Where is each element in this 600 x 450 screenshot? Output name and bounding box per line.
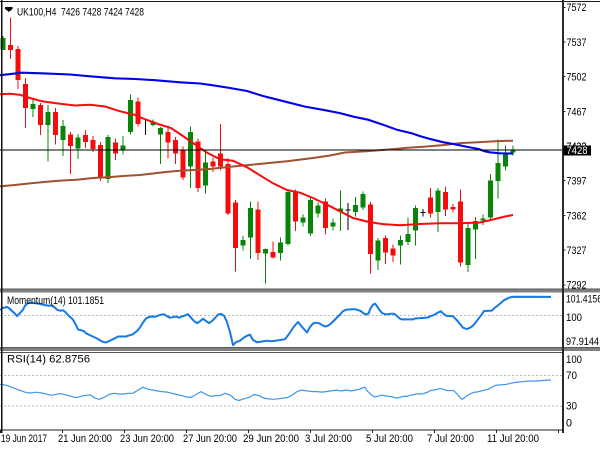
svg-text:7397: 7397 (567, 176, 587, 188)
svg-text:30: 30 (566, 401, 577, 413)
svg-text:7467: 7467 (567, 106, 587, 118)
svg-text:7362: 7362 (567, 210, 587, 222)
svg-text:27 Jun 20:00: 27 Jun 20:00 (183, 433, 237, 445)
svg-text:3 Jul 20:00: 3 Jul 20:00 (305, 433, 352, 445)
svg-text:7428: 7428 (567, 145, 588, 157)
svg-text:Momentum(14) 101.1851: Momentum(14) 101.1851 (7, 295, 104, 307)
svg-text:7537: 7537 (567, 37, 587, 49)
svg-text:70: 70 (566, 370, 577, 382)
svg-text:29 Jun 20:00: 29 Jun 20:00 (243, 433, 299, 445)
svg-text:RSI(14) 62.8756: RSI(14) 62.8756 (7, 354, 90, 366)
svg-text:7502: 7502 (567, 72, 587, 84)
svg-text:23 Jun 20:00: 23 Jun 20:00 (120, 433, 174, 445)
svg-text:0: 0 (566, 418, 572, 430)
svg-text:11 Jul 20:00: 11 Jul 20:00 (487, 433, 539, 445)
svg-text:100: 100 (566, 312, 582, 324)
svg-text:7 Jul 20:00: 7 Jul 20:00 (427, 433, 474, 445)
svg-text:101.4156: 101.4156 (566, 294, 600, 306)
svg-text:7572: 7572 (567, 2, 587, 14)
svg-text:5 Jul 20:00: 5 Jul 20:00 (366, 433, 413, 445)
svg-text:100: 100 (566, 354, 582, 366)
svg-text:97.9144: 97.9144 (566, 336, 599, 348)
svg-text:21 Jun 20:00: 21 Jun 20:00 (58, 433, 112, 445)
svg-text:UK100,H4 7426 7428 7424 7428: UK100,H4 7426 7428 7424 7428 (17, 7, 144, 19)
svg-text:7327: 7327 (567, 245, 587, 257)
svg-text:19 Jun 2017: 19 Jun 2017 (1, 433, 47, 445)
svg-text:7292: 7292 (567, 280, 587, 292)
